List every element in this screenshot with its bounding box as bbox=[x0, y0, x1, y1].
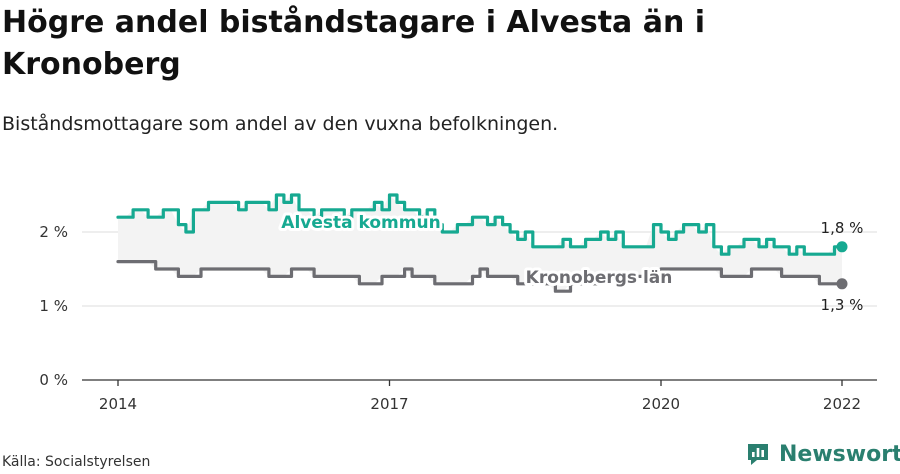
y-tick-label: 2 % bbox=[39, 223, 68, 241]
kronoberg-end-point bbox=[836, 278, 848, 290]
brand-logo: Newsworthy bbox=[745, 441, 900, 467]
y-tick-label: 1 % bbox=[39, 297, 68, 315]
alvesta-end-value-label: 1,8 % bbox=[821, 219, 864, 237]
alvesta-line bbox=[116, 193, 844, 256]
kronoberg-series-label: Kronobergs län bbox=[526, 268, 673, 288]
x-tick-label: 2014 bbox=[99, 395, 137, 413]
series-lines bbox=[116, 193, 844, 293]
kronoberg-end-value-label: 1,3 % bbox=[821, 296, 864, 314]
x-axis: 2014 2017 2020 2022 bbox=[82, 379, 877, 413]
difference-band bbox=[118, 195, 842, 292]
difference-band-area bbox=[118, 195, 842, 292]
x-tick-label: 2020 bbox=[642, 395, 680, 413]
series-labels: Alvesta kommun Kronobergs län 1,8 % 1,3 % bbox=[278, 210, 864, 314]
alvesta-series-label: Alvesta kommun bbox=[281, 213, 440, 233]
chart-subtitle: Biståndsmottagare som andel av den vuxna… bbox=[2, 113, 559, 135]
y-tick-label: 0 % bbox=[39, 371, 68, 389]
alvesta-end-point bbox=[836, 241, 848, 253]
brand-name: Newsworthy bbox=[779, 441, 900, 467]
x-tick-label: 2022 bbox=[823, 395, 861, 413]
source-note: Källa: Socialstyrelsen bbox=[2, 454, 151, 470]
kronoberg-line bbox=[116, 260, 844, 293]
chart-title: Högre andel biståndstagare i Alvesta än … bbox=[2, 5, 706, 82]
newsworthy-logo-icon bbox=[748, 444, 768, 465]
x-tick-label: 2017 bbox=[370, 395, 408, 413]
